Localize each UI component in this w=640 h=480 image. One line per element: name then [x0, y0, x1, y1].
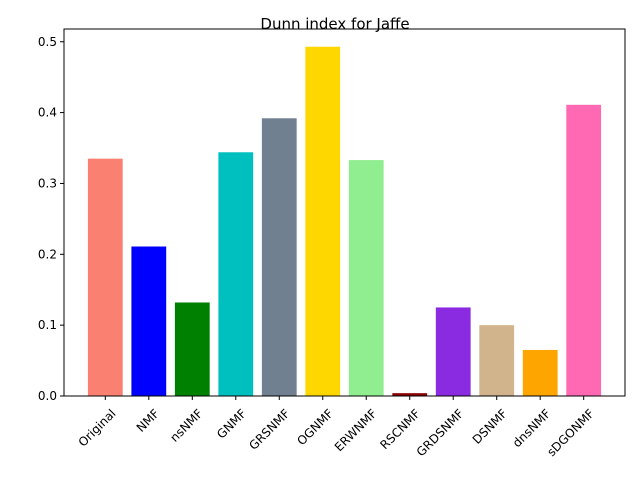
bar-sdgonmf [566, 104, 602, 396]
y-tick-label: 0.2 [38, 247, 57, 261]
x-tick-label-grdsnmf: GRDSNMF [414, 406, 467, 459]
x-tick-label-rscnmf: RSCNMF [377, 406, 423, 452]
bar-grdsnmf [435, 307, 471, 396]
bar-nmf [131, 246, 167, 396]
y-tick-label: 0.5 [38, 35, 57, 49]
chart-title: Dunn index for Jaffe [260, 15, 409, 33]
plot-frame [63, 28, 626, 397]
bar-original [87, 158, 123, 396]
x-tick-label-gnmf: GNMF [214, 406, 249, 441]
x-tick-label-ognmf: OGNMF [294, 406, 336, 448]
bar-nsnmf [174, 302, 210, 396]
bar-dsnmf [479, 325, 515, 396]
y-tick-label: 0.3 [38, 176, 57, 190]
x-tick-label-dsnmf: DSNMF [470, 406, 510, 446]
x-tick-label-original: Original [76, 406, 119, 449]
bars-group [87, 46, 602, 397]
bar-dnsnmf [522, 349, 558, 396]
x-tick-label-nsnmf: nsNMF [167, 406, 205, 444]
bar-erwnmf [348, 160, 384, 396]
bar-gnmf [218, 152, 254, 396]
x-tick-label-grsnmf: GRSNMF [246, 406, 292, 452]
x-tick-label-sdgonmf: sDGONMF [544, 406, 597, 459]
y-axis: 0.0 0.1 0.2 0.3 0.4 0.5 [38, 35, 64, 403]
bar-rscnmf [392, 393, 428, 396]
x-tick-label-nmf: NMF [134, 406, 163, 435]
y-tick-label: 0.4 [38, 106, 57, 120]
bar-grsnmf [261, 118, 297, 397]
x-tick-label-dnsnmf: dnsNMF [510, 406, 554, 450]
y-tick-label: 0.1 [38, 318, 57, 332]
bar-ognmf [305, 46, 341, 397]
x-tick-label-erwnmf: ERWNMF [332, 406, 380, 454]
y-tick-label: 0.0 [38, 389, 57, 403]
